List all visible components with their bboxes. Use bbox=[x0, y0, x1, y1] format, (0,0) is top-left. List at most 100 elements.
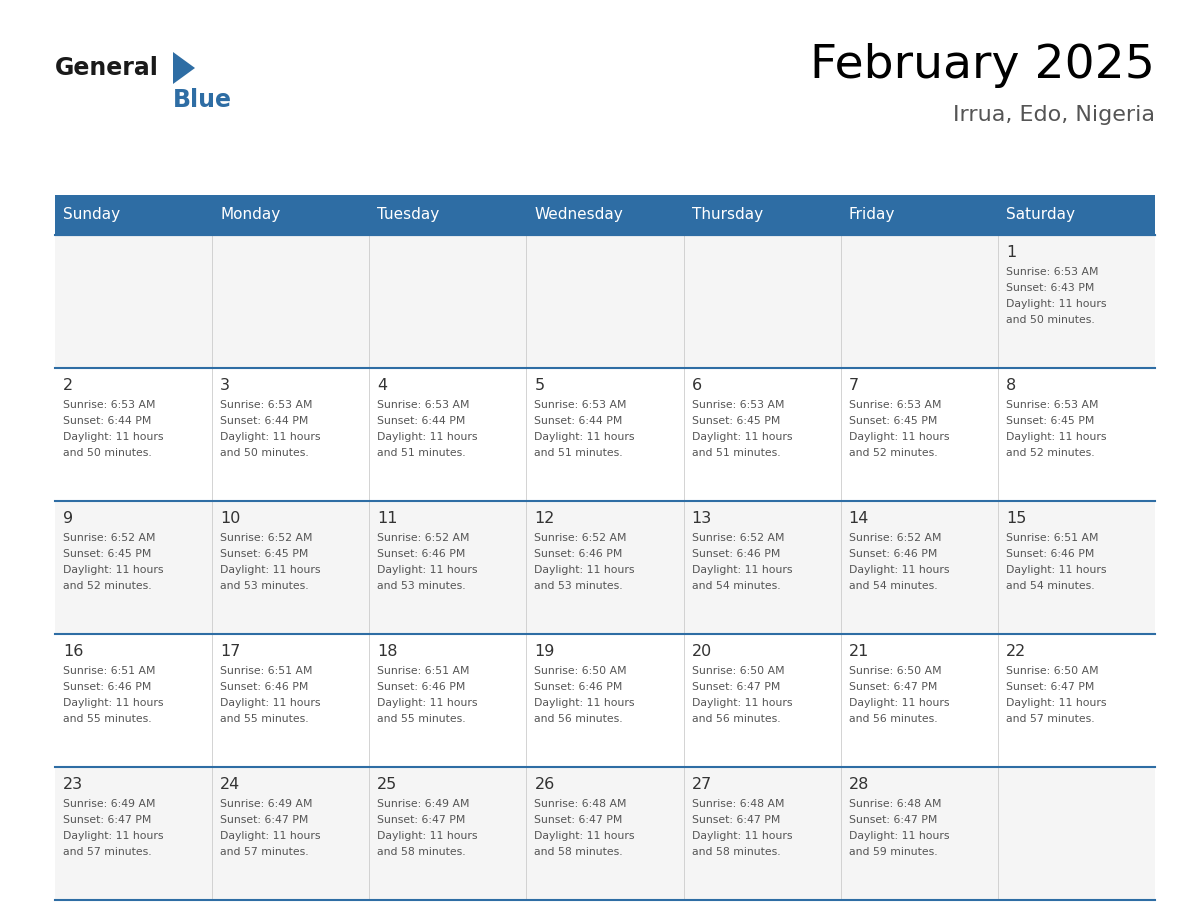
Text: Sunrise: 6:53 AM: Sunrise: 6:53 AM bbox=[1006, 267, 1099, 277]
Text: Sunset: 6:46 PM: Sunset: 6:46 PM bbox=[848, 549, 937, 559]
Text: and 57 minutes.: and 57 minutes. bbox=[1006, 714, 1094, 724]
Text: 6: 6 bbox=[691, 378, 702, 393]
Text: and 51 minutes.: and 51 minutes. bbox=[378, 448, 466, 458]
Text: Sunrise: 6:49 AM: Sunrise: 6:49 AM bbox=[63, 799, 156, 809]
Text: Sunset: 6:44 PM: Sunset: 6:44 PM bbox=[535, 416, 623, 426]
Text: Sunset: 6:45 PM: Sunset: 6:45 PM bbox=[220, 549, 309, 559]
Text: and 58 minutes.: and 58 minutes. bbox=[378, 847, 466, 857]
Text: Daylight: 11 hours: Daylight: 11 hours bbox=[63, 432, 164, 442]
Text: Sunrise: 6:49 AM: Sunrise: 6:49 AM bbox=[378, 799, 469, 809]
Text: Sunset: 6:46 PM: Sunset: 6:46 PM bbox=[220, 682, 309, 692]
Text: 7: 7 bbox=[848, 378, 859, 393]
Text: 19: 19 bbox=[535, 644, 555, 659]
Bar bbox=[526, 195, 683, 235]
Text: 2: 2 bbox=[63, 378, 74, 393]
Text: Irrua, Edo, Nigeria: Irrua, Edo, Nigeria bbox=[953, 105, 1155, 125]
Text: Thursday: Thursday bbox=[691, 207, 763, 222]
Text: Daylight: 11 hours: Daylight: 11 hours bbox=[535, 831, 634, 841]
Text: and 56 minutes.: and 56 minutes. bbox=[848, 714, 937, 724]
Text: Daylight: 11 hours: Daylight: 11 hours bbox=[848, 432, 949, 442]
Text: and 59 minutes.: and 59 minutes. bbox=[848, 847, 937, 857]
Text: 5: 5 bbox=[535, 378, 544, 393]
Text: Sunrise: 6:50 AM: Sunrise: 6:50 AM bbox=[535, 666, 627, 676]
Text: Sunrise: 6:51 AM: Sunrise: 6:51 AM bbox=[378, 666, 469, 676]
Text: February 2025: February 2025 bbox=[810, 42, 1155, 87]
Polygon shape bbox=[173, 52, 195, 84]
Text: Sunrise: 6:53 AM: Sunrise: 6:53 AM bbox=[1006, 400, 1099, 410]
Text: and 55 minutes.: and 55 minutes. bbox=[378, 714, 466, 724]
Text: and 58 minutes.: and 58 minutes. bbox=[691, 847, 781, 857]
Text: and 50 minutes.: and 50 minutes. bbox=[220, 448, 309, 458]
Text: and 51 minutes.: and 51 minutes. bbox=[691, 448, 781, 458]
Text: Sunset: 6:46 PM: Sunset: 6:46 PM bbox=[535, 682, 623, 692]
Text: Sunrise: 6:50 AM: Sunrise: 6:50 AM bbox=[691, 666, 784, 676]
Text: Wednesday: Wednesday bbox=[535, 207, 624, 222]
Text: and 54 minutes.: and 54 minutes. bbox=[691, 581, 781, 591]
Text: and 54 minutes.: and 54 minutes. bbox=[1006, 581, 1094, 591]
Text: Sunrise: 6:48 AM: Sunrise: 6:48 AM bbox=[691, 799, 784, 809]
Bar bbox=[998, 195, 1155, 235]
Bar bbox=[55, 501, 1155, 634]
Text: Sunset: 6:47 PM: Sunset: 6:47 PM bbox=[220, 815, 309, 825]
Text: and 56 minutes.: and 56 minutes. bbox=[691, 714, 781, 724]
Text: Sunset: 6:47 PM: Sunset: 6:47 PM bbox=[535, 815, 623, 825]
Text: and 52 minutes.: and 52 minutes. bbox=[1006, 448, 1094, 458]
Text: 10: 10 bbox=[220, 511, 240, 526]
Text: Sunday: Sunday bbox=[63, 207, 120, 222]
Bar bbox=[55, 195, 213, 235]
Text: Sunset: 6:47 PM: Sunset: 6:47 PM bbox=[691, 815, 781, 825]
Text: Sunrise: 6:53 AM: Sunrise: 6:53 AM bbox=[63, 400, 156, 410]
Text: Sunrise: 6:53 AM: Sunrise: 6:53 AM bbox=[848, 400, 941, 410]
Text: 15: 15 bbox=[1006, 511, 1026, 526]
Text: and 55 minutes.: and 55 minutes. bbox=[63, 714, 152, 724]
Text: Daylight: 11 hours: Daylight: 11 hours bbox=[63, 565, 164, 575]
Text: 25: 25 bbox=[378, 777, 398, 792]
Text: and 52 minutes.: and 52 minutes. bbox=[848, 448, 937, 458]
Text: and 52 minutes.: and 52 minutes. bbox=[63, 581, 152, 591]
Text: Blue: Blue bbox=[173, 88, 232, 112]
Text: Sunrise: 6:52 AM: Sunrise: 6:52 AM bbox=[63, 533, 156, 543]
Text: and 53 minutes.: and 53 minutes. bbox=[535, 581, 623, 591]
Text: Daylight: 11 hours: Daylight: 11 hours bbox=[220, 698, 321, 708]
Text: Sunrise: 6:51 AM: Sunrise: 6:51 AM bbox=[220, 666, 312, 676]
Text: Sunrise: 6:49 AM: Sunrise: 6:49 AM bbox=[220, 799, 312, 809]
Text: Sunset: 6:46 PM: Sunset: 6:46 PM bbox=[63, 682, 151, 692]
Text: Monday: Monday bbox=[220, 207, 280, 222]
Text: 11: 11 bbox=[378, 511, 398, 526]
Text: 9: 9 bbox=[63, 511, 74, 526]
Text: Sunrise: 6:53 AM: Sunrise: 6:53 AM bbox=[378, 400, 469, 410]
Text: 17: 17 bbox=[220, 644, 240, 659]
Text: and 50 minutes.: and 50 minutes. bbox=[1006, 315, 1094, 325]
Text: Sunrise: 6:52 AM: Sunrise: 6:52 AM bbox=[378, 533, 469, 543]
Text: Saturday: Saturday bbox=[1006, 207, 1075, 222]
Text: Sunrise: 6:52 AM: Sunrise: 6:52 AM bbox=[691, 533, 784, 543]
Text: Sunrise: 6:48 AM: Sunrise: 6:48 AM bbox=[848, 799, 941, 809]
Text: Sunset: 6:47 PM: Sunset: 6:47 PM bbox=[691, 682, 781, 692]
Text: Daylight: 11 hours: Daylight: 11 hours bbox=[848, 831, 949, 841]
Text: Sunrise: 6:51 AM: Sunrise: 6:51 AM bbox=[63, 666, 156, 676]
Text: 3: 3 bbox=[220, 378, 230, 393]
Text: 26: 26 bbox=[535, 777, 555, 792]
Text: 14: 14 bbox=[848, 511, 870, 526]
Text: 4: 4 bbox=[378, 378, 387, 393]
Text: Sunrise: 6:52 AM: Sunrise: 6:52 AM bbox=[220, 533, 312, 543]
Text: Sunset: 6:45 PM: Sunset: 6:45 PM bbox=[63, 549, 151, 559]
Text: Daylight: 11 hours: Daylight: 11 hours bbox=[220, 831, 321, 841]
Text: Sunset: 6:46 PM: Sunset: 6:46 PM bbox=[691, 549, 781, 559]
Text: and 57 minutes.: and 57 minutes. bbox=[220, 847, 309, 857]
Text: Sunset: 6:47 PM: Sunset: 6:47 PM bbox=[848, 682, 937, 692]
Text: Daylight: 11 hours: Daylight: 11 hours bbox=[691, 831, 792, 841]
Text: 20: 20 bbox=[691, 644, 712, 659]
Text: Sunset: 6:45 PM: Sunset: 6:45 PM bbox=[1006, 416, 1094, 426]
Bar bbox=[213, 195, 369, 235]
Text: Sunset: 6:47 PM: Sunset: 6:47 PM bbox=[63, 815, 151, 825]
Text: Daylight: 11 hours: Daylight: 11 hours bbox=[1006, 299, 1106, 309]
Bar bbox=[683, 195, 841, 235]
Text: Sunrise: 6:53 AM: Sunrise: 6:53 AM bbox=[220, 400, 312, 410]
Bar bbox=[55, 368, 1155, 501]
Text: Daylight: 11 hours: Daylight: 11 hours bbox=[63, 831, 164, 841]
Text: 23: 23 bbox=[63, 777, 83, 792]
Text: 28: 28 bbox=[848, 777, 870, 792]
Text: Daylight: 11 hours: Daylight: 11 hours bbox=[535, 565, 634, 575]
Text: 27: 27 bbox=[691, 777, 712, 792]
